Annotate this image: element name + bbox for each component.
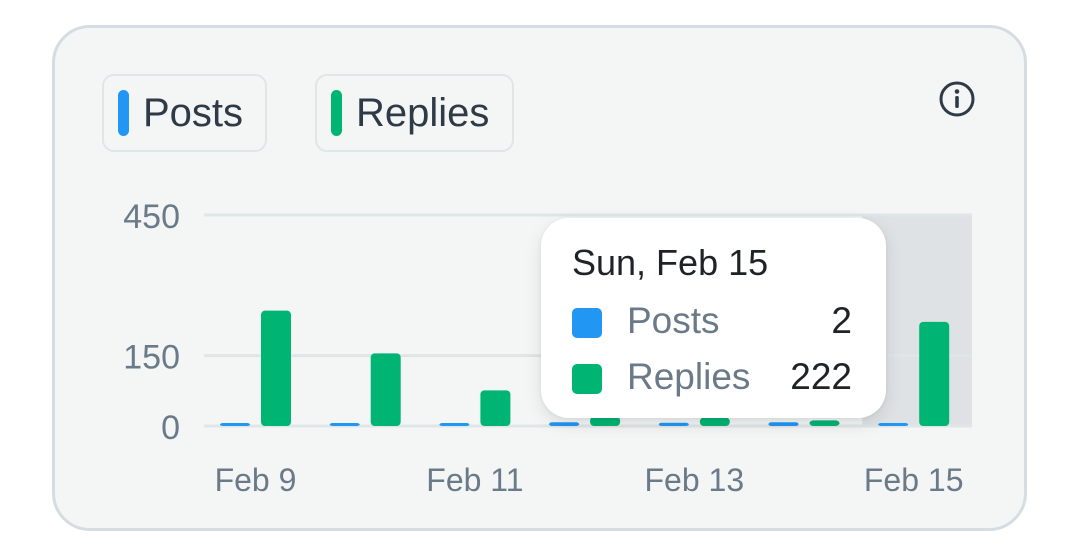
tooltip-replies-label: Replies — [627, 356, 751, 397]
tooltip-replies-swatch — [572, 364, 602, 394]
bar-posts — [329, 423, 360, 426]
tooltip-date: Sun, Feb 15 — [572, 242, 769, 283]
replies-swatch — [331, 90, 342, 136]
bar-replies — [809, 420, 840, 426]
tooltip-posts-swatch — [572, 308, 602, 338]
tooltip-posts-label: Posts — [627, 300, 720, 341]
bar-replies — [261, 310, 291, 426]
y-tick-label: 150 — [123, 339, 180, 377]
x-tick-label: Feb 15 — [864, 462, 964, 498]
x-tick-label: Feb 9 — [215, 462, 297, 498]
tooltip-posts-value: 2 — [831, 300, 852, 341]
legend-replies-toggle[interactable]: Replies — [315, 74, 514, 152]
bar-posts — [658, 422, 689, 426]
x-tick-label: Feb 13 — [644, 462, 744, 498]
bar-posts — [439, 423, 470, 426]
bar-replies — [480, 390, 511, 426]
bar-replies — [590, 416, 621, 426]
legend-posts-toggle[interactable]: Posts — [102, 74, 267, 152]
tooltip-replies-value: 222 — [790, 356, 852, 397]
bar-replies — [370, 353, 401, 426]
x-tick-label: Feb 11 — [426, 462, 523, 498]
legend-replies-label: Replies — [356, 90, 490, 135]
bar-posts — [768, 422, 799, 426]
bar-posts — [878, 423, 909, 426]
y-tick-label: 0 — [161, 409, 180, 447]
bar-replies — [699, 417, 730, 426]
y-tick-label: 450 — [123, 198, 180, 236]
bar-posts — [549, 422, 580, 426]
tooltip-row-replies: Replies 222 — [572, 356, 862, 400]
chart-tooltip: Sun, Feb 15 Posts 2 Replies 222 — [541, 218, 886, 418]
posts-swatch — [118, 90, 129, 136]
legend-posts-label: Posts — [143, 90, 244, 135]
bar-posts — [220, 423, 250, 426]
tooltip-row-posts: Posts 2 — [572, 300, 862, 344]
info-circle-icon[interactable] — [938, 80, 976, 118]
bar-replies — [919, 321, 950, 426]
